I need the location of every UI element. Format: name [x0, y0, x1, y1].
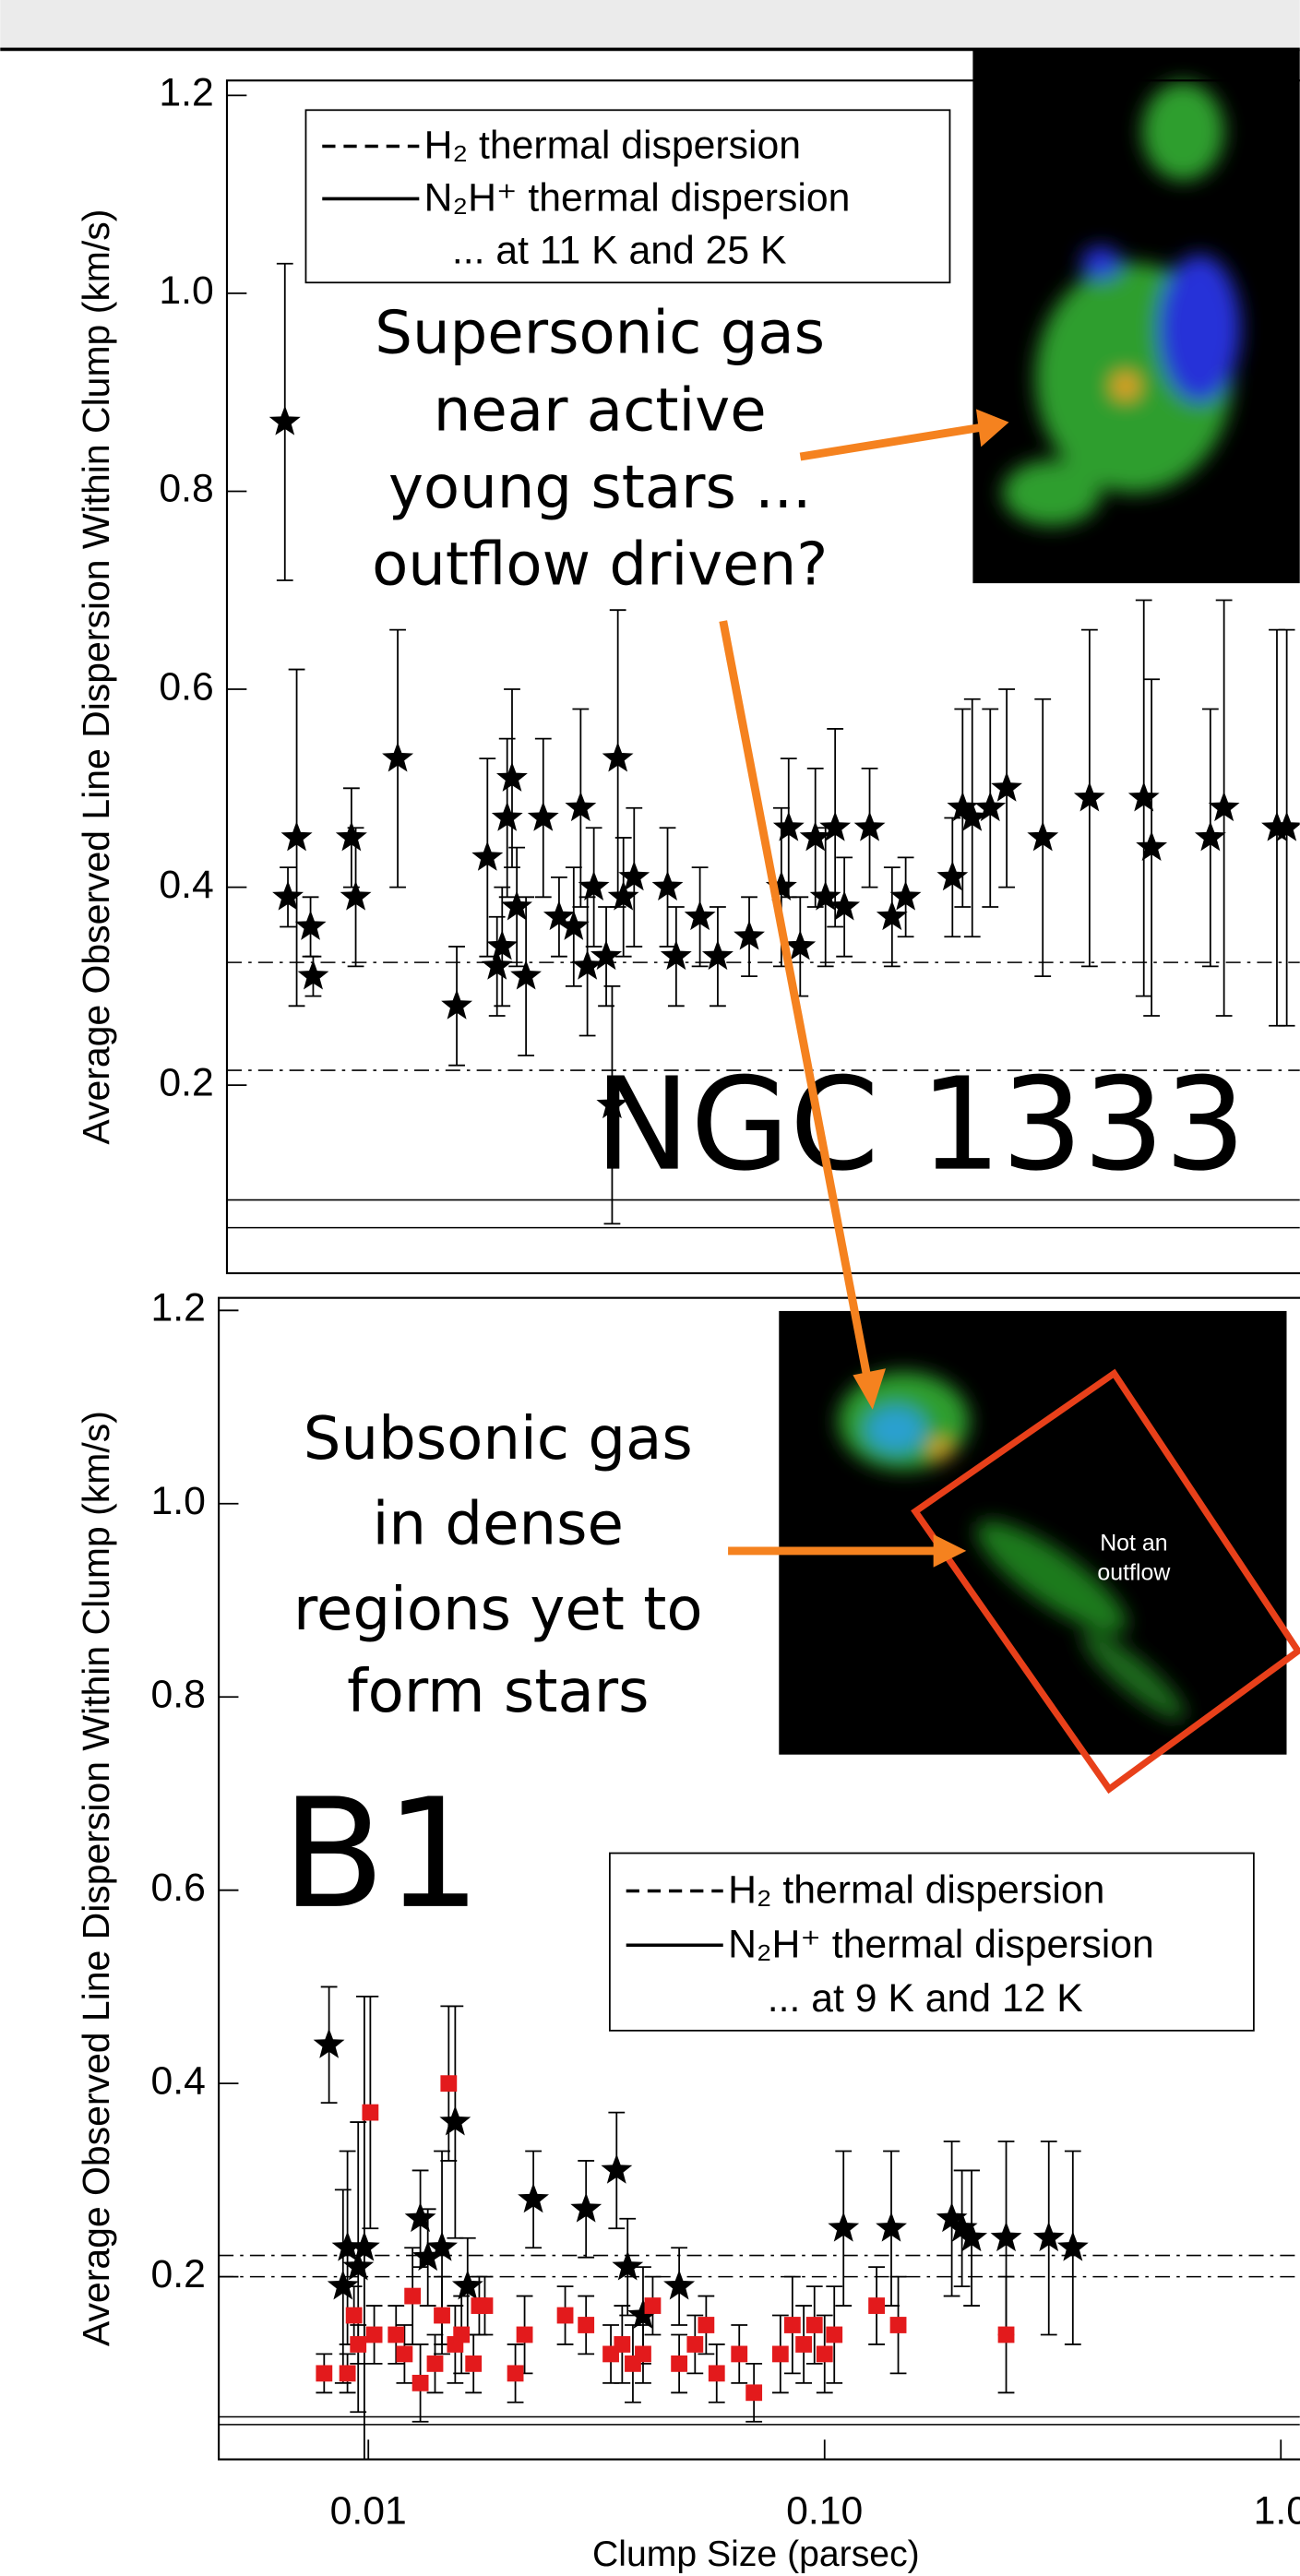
legend-entry: N₂H⁺ thermal dispersion [424, 176, 851, 221]
header-bar [0, 0, 1299, 49]
y-axis-label: Average Observed Line Dispersion Within … [75, 1411, 117, 2346]
square-point [477, 2297, 494, 2314]
y-tick-label: 0.6 [150, 1866, 205, 1910]
square-point [346, 2308, 363, 2324]
square-point [362, 2105, 378, 2121]
plot-area [219, 1986, 1300, 2498]
square-point [998, 2327, 1015, 2343]
annotation: Supersonic gas [375, 300, 825, 368]
x-axis-label: Clump Size (parsec) [592, 2534, 920, 2574]
square-point [557, 2308, 574, 2324]
figure: Not an outflow 0.2 0.4 0.6 0.8 1.0 1.2 Average… [0, 0, 1300, 2576]
annotation: form stars [347, 1658, 649, 1726]
square-point [826, 2327, 842, 2343]
y-tick-label: 1.2 [150, 1286, 205, 1330]
y-tick-label: 0.6 [159, 664, 213, 709]
square-point [686, 2336, 703, 2353]
square-point [366, 2327, 383, 2343]
legend-entry: N₂H⁺ thermal dispersion [728, 1922, 1154, 1966]
square-point [340, 2365, 356, 2381]
inset-image [972, 49, 1299, 583]
x-tick-label: 0.10 [786, 2489, 863, 2534]
square-point [890, 2317, 907, 2333]
annotation: Subsonic gas [304, 1405, 693, 1473]
y-tick-label: 1.0 [159, 268, 213, 313]
legend-entry: H₂ thermal dispersion [424, 124, 801, 168]
square-point [745, 2384, 762, 2401]
square-point [772, 2346, 789, 2363]
square-point [412, 2375, 429, 2391]
y-axis-label: Average Observed Line Dispersion Within … [75, 209, 117, 1145]
annotation: in dense [373, 1491, 624, 1559]
y-tick-label: 0.8 [159, 467, 213, 511]
square-point [427, 2355, 444, 2372]
y-tick-label: 0.2 [150, 2252, 205, 2296]
annotation: near active [434, 376, 767, 445]
square-point [578, 2317, 594, 2333]
square-point [795, 2336, 812, 2353]
y-tick-label: 1.2 [159, 71, 213, 115]
square-point [434, 2308, 450, 2324]
legend: H₂ thermal dispersion N₂H⁺ thermal dispe… [305, 110, 949, 282]
square-point [645, 2297, 662, 2314]
square-point [453, 2327, 470, 2343]
legend-entry: ... at 9 K and 12 K [768, 1976, 1083, 2021]
y-tick-label: 0.4 [159, 863, 213, 907]
annotation: young stars ... [388, 454, 811, 522]
square-point [635, 2346, 651, 2363]
square-point [517, 2327, 533, 2343]
y-tick-label: 0.2 [159, 1060, 213, 1104]
square-point [671, 2355, 687, 2372]
legend-entry: ... at 11 K and 25 K [452, 228, 787, 272]
legend-entry: H₂ thermal dispersion [728, 1868, 1104, 1913]
square-point [350, 2336, 366, 2353]
square-point [396, 2346, 412, 2363]
panel-label: NGC 1333 [594, 1050, 1246, 1199]
square-point [507, 2365, 524, 2381]
annotation: regions yet to [293, 1576, 703, 1644]
x-tick-label: 0.01 [330, 2489, 407, 2534]
page: Not an outflow 0.2 0.4 0.6 0.8 1.0 1.2 Average… [0, 0, 1300, 2576]
panel-label: B1 [281, 1766, 482, 1942]
y-tick-label: 0.4 [150, 2058, 205, 2103]
square-point [440, 2075, 457, 2092]
square-point [465, 2355, 482, 2372]
legend: H₂ thermal dispersion N₂H⁺ thermal dispe… [610, 1854, 1254, 2031]
square-point [817, 2346, 833, 2363]
y-tick-label: 1.0 [150, 1479, 205, 1523]
square-point [698, 2317, 714, 2333]
annotation: outflow driven? [372, 531, 828, 600]
inset-note: Not an [1100, 1530, 1167, 1556]
square-point [784, 2317, 801, 2333]
square-point [388, 2327, 404, 2343]
square-point [316, 2365, 332, 2381]
square-point [614, 2336, 630, 2353]
inset-note: outflow [1097, 1559, 1171, 1585]
square-point [709, 2365, 725, 2381]
x-tick-label: 1.0 [1254, 2489, 1300, 2534]
square-point [868, 2297, 885, 2314]
square-point [806, 2317, 823, 2333]
y-tick-label: 0.8 [150, 1673, 205, 1717]
square-point [731, 2346, 747, 2363]
square-point [404, 2288, 421, 2305]
